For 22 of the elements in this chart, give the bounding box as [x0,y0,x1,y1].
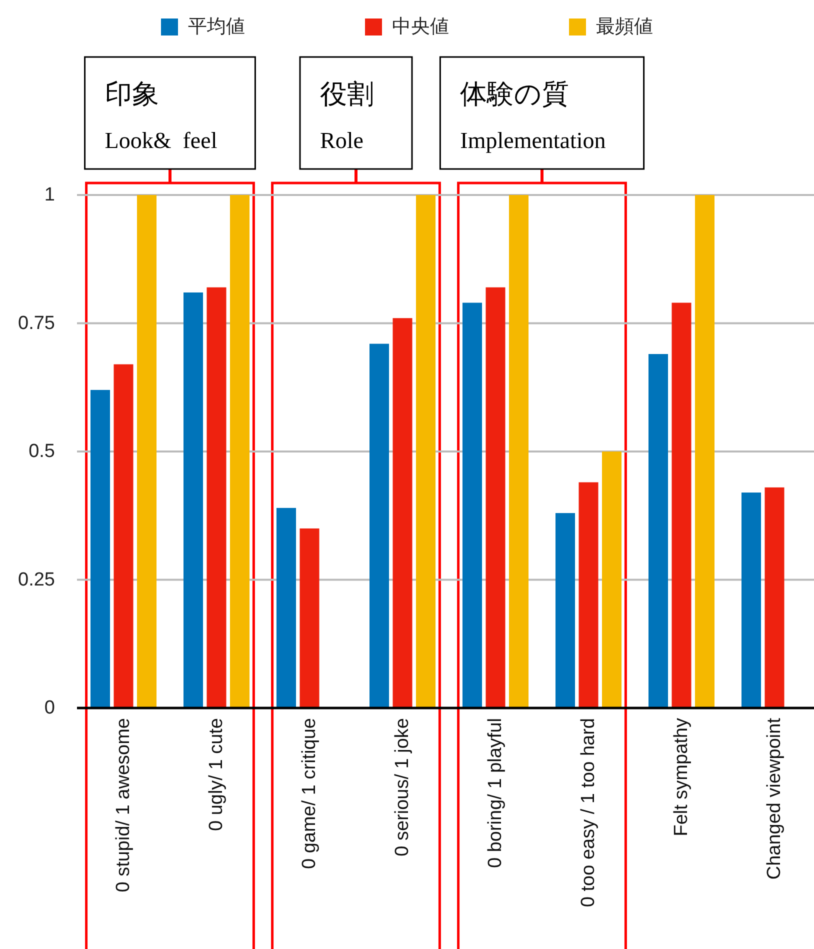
ytick: 0 [44,698,55,718]
band-label: Role [320,128,364,153]
band-label: Look& feel [104,128,218,153]
ytick: 1 [44,184,55,206]
xtick: Felt sympathy [671,718,692,836]
xtick: 0 boring/ 1 playful [485,718,506,868]
xtick: 0 serious/ 1 joke [392,718,413,856]
legend-label: 最頻値 [596,16,653,38]
band-label: Implementation [460,128,606,153]
xtick: 0 ugly/ 1 cute [206,718,227,832]
band-label: 印象 [104,79,159,109]
ytick: 0.75 [18,312,55,334]
xtick: 0 stupid/ 1 awesome [113,718,134,892]
xtick: 0 too easy / 1 too hard [578,718,599,908]
ytick: 0.5 [28,441,55,462]
legend-label: 平均値 [188,16,245,38]
xtick: Changed viewpoint [764,718,785,880]
xtick: 0 game/ 1 critique [299,718,320,870]
band-label: 体験の質 [460,79,570,109]
band-label: 役割 [320,79,374,109]
ytick: 0.25 [18,569,55,590]
legend-label: 中央値 [392,16,449,38]
